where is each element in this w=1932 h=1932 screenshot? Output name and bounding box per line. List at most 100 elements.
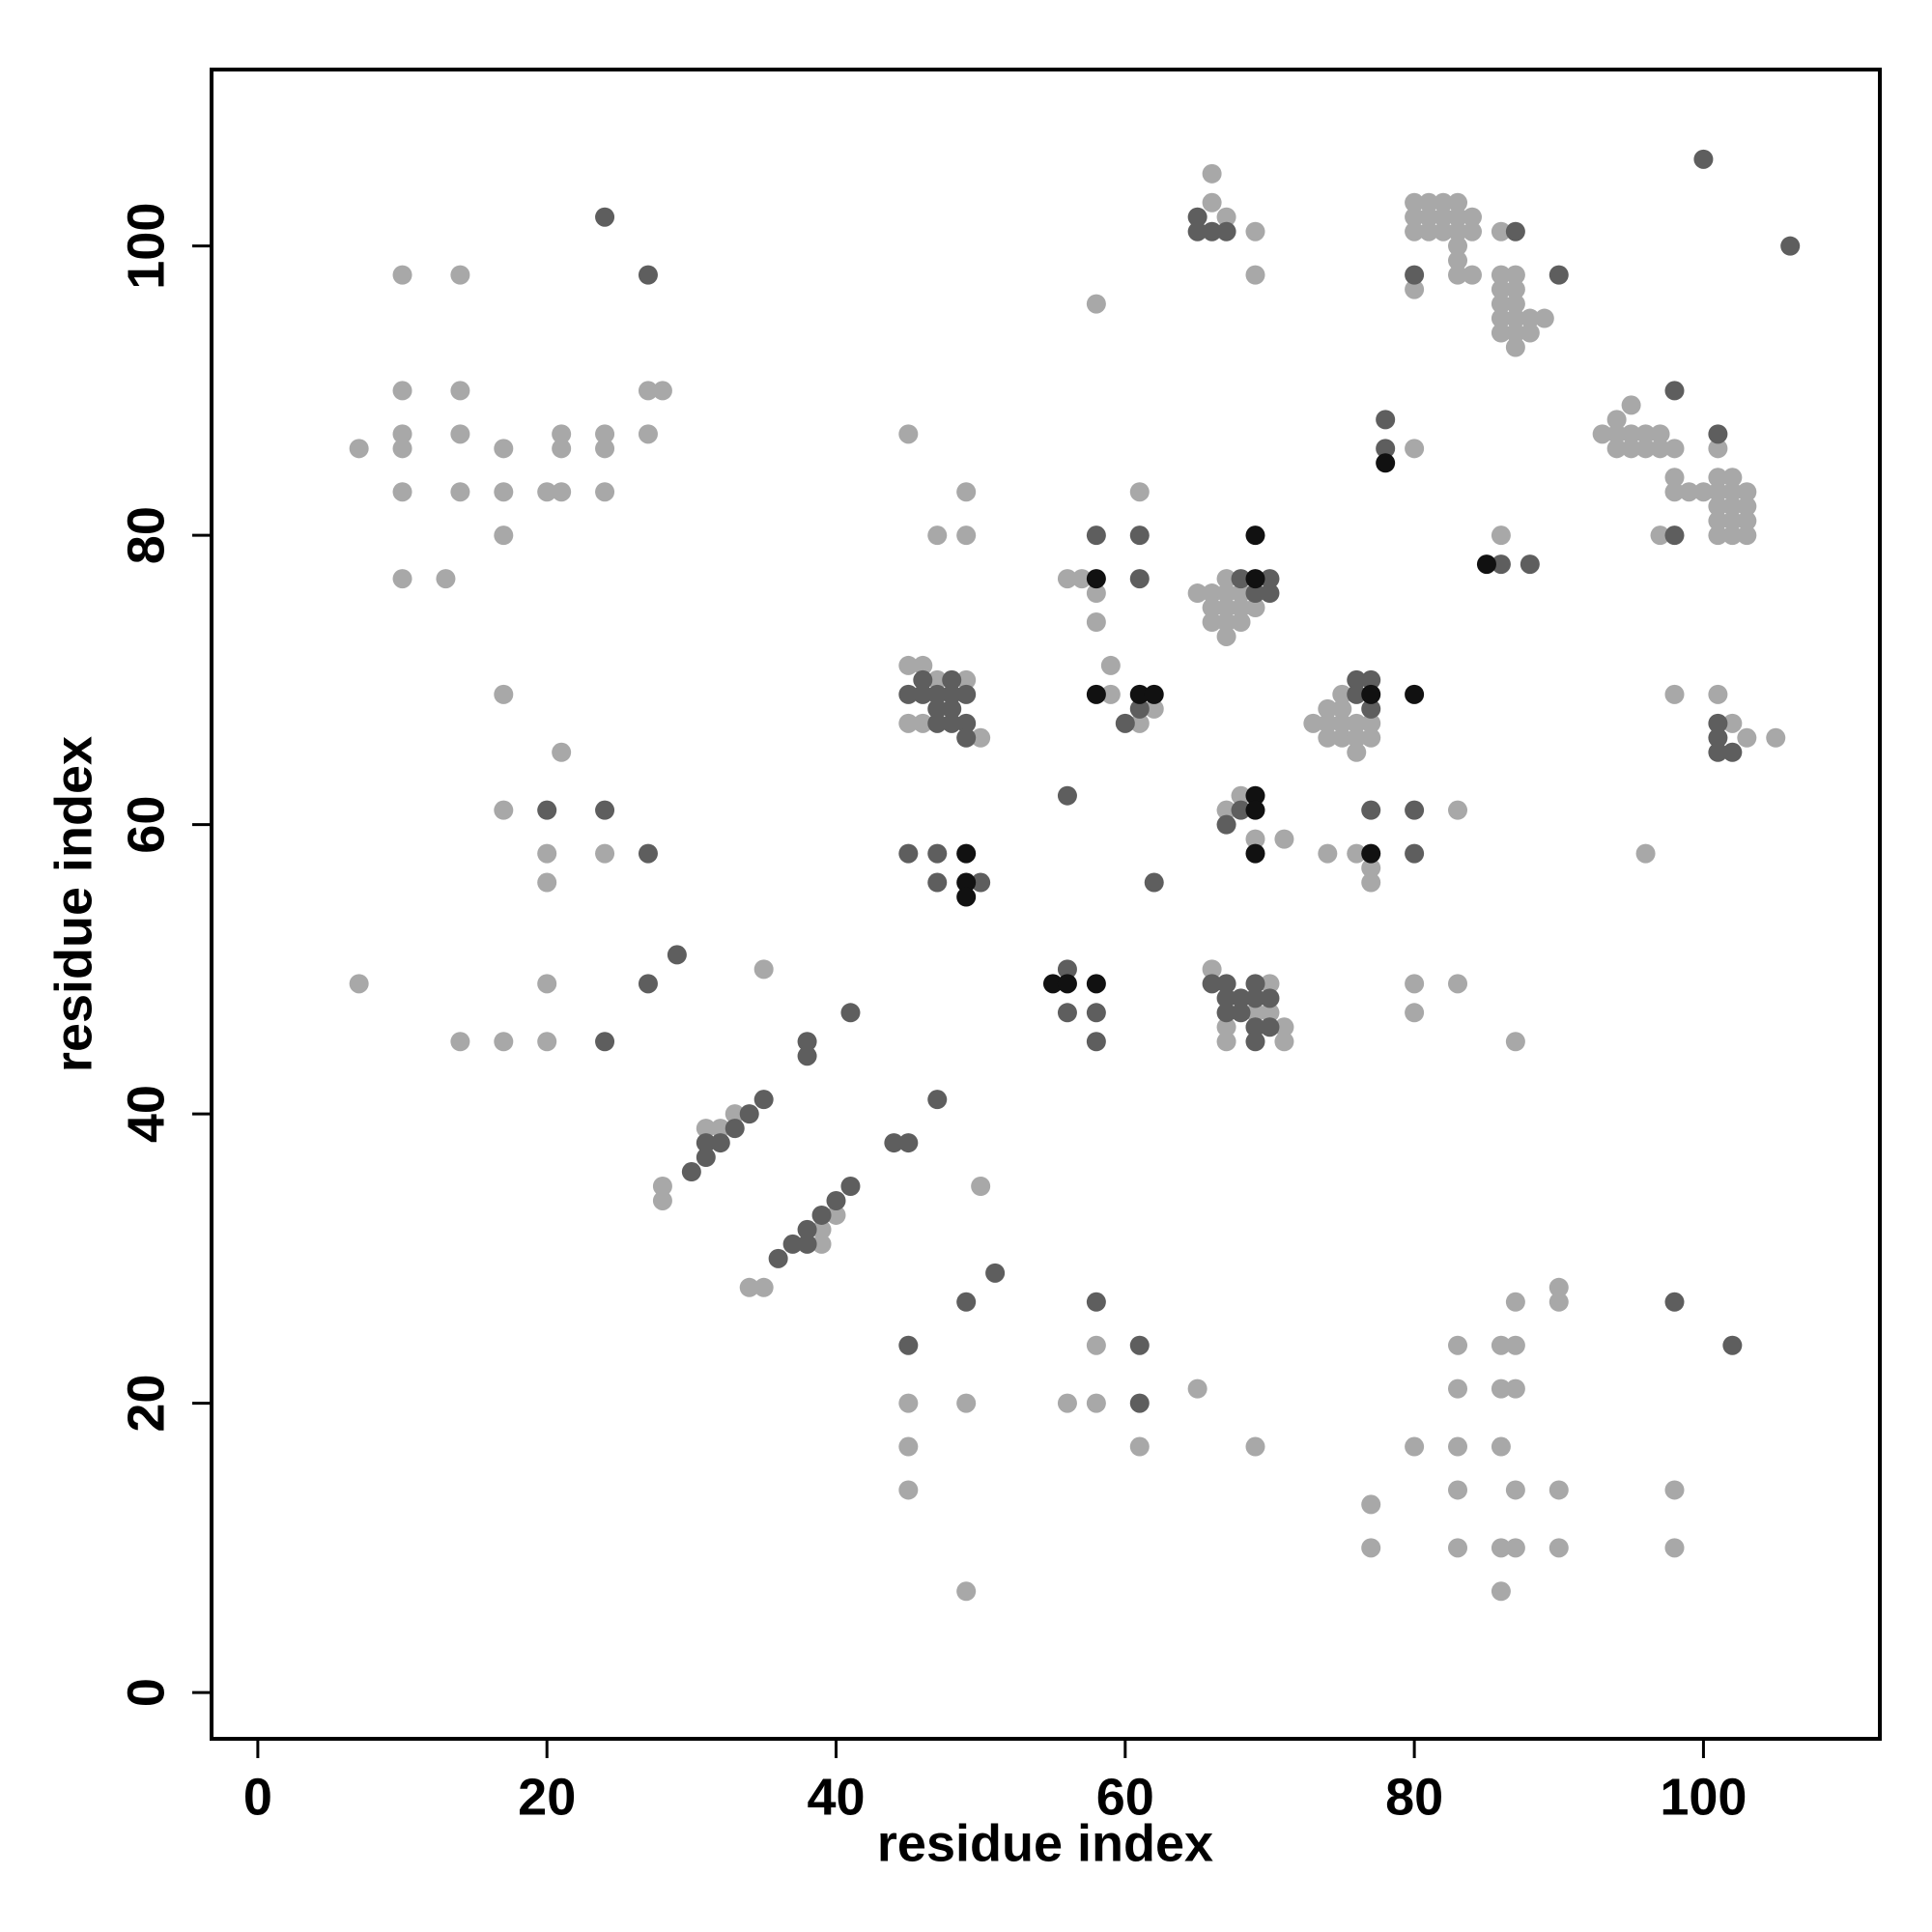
scatter-point	[1376, 410, 1396, 430]
scatter-point	[1491, 323, 1511, 343]
scatter-point	[956, 887, 977, 907]
scatter-point	[1260, 1003, 1280, 1023]
scatter-point	[811, 1219, 832, 1239]
scatter-point	[450, 1032, 470, 1052]
scatter-point	[1505, 221, 1525, 242]
scatter-point	[898, 684, 919, 704]
scatter-point	[753, 1277, 774, 1297]
scatter-point	[1491, 221, 1511, 242]
scatter-point	[1057, 569, 1077, 589]
scatter-point	[1448, 1335, 1468, 1355]
scatter-point	[1708, 742, 1728, 762]
scatter-point	[1606, 410, 1627, 430]
scatter-point	[1505, 1032, 1525, 1052]
y-tick-label: 60	[117, 796, 175, 854]
scatter-point	[797, 1046, 817, 1066]
scatter-point	[595, 800, 615, 820]
scatter-point	[811, 1205, 832, 1225]
scatter-point	[1664, 468, 1685, 488]
scatter-point	[1086, 294, 1106, 314]
scatter-point	[1274, 1017, 1294, 1037]
scatter-point	[1434, 207, 1454, 227]
scatter-point	[1448, 236, 1468, 256]
scatter-point	[1405, 974, 1425, 994]
scatter-point	[956, 713, 977, 733]
scatter-point	[956, 727, 977, 748]
scatter-point	[739, 1104, 759, 1124]
scatter-point	[1708, 727, 1728, 748]
scatter-point	[1448, 1436, 1468, 1457]
scatter-point	[1202, 163, 1222, 184]
scatter-point	[1347, 742, 1367, 762]
scatter-point	[1491, 1378, 1511, 1399]
scatter-point	[1216, 626, 1236, 646]
scatter-point	[1476, 554, 1496, 575]
scatter-point	[1216, 814, 1236, 835]
scatter-point	[1231, 1003, 1251, 1023]
scatter-point	[1664, 439, 1685, 459]
scatter-point	[1245, 974, 1265, 994]
scatter-point	[1129, 526, 1150, 546]
scatter-point	[724, 1119, 745, 1139]
scatter-point	[450, 265, 470, 285]
scatter-point	[898, 1133, 919, 1153]
scatter-point	[1419, 221, 1439, 242]
scatter-point	[1216, 1017, 1236, 1037]
scatter-point	[1722, 526, 1743, 546]
scatter-point	[1086, 1335, 1106, 1355]
scatter-point	[1722, 468, 1743, 488]
scatter-point	[494, 800, 514, 820]
scatter-point	[1057, 1393, 1077, 1413]
scatter-point	[1361, 858, 1381, 878]
scatter-point	[1057, 1003, 1077, 1023]
scatter-point	[1245, 221, 1265, 242]
scatter-point	[1318, 713, 1338, 733]
scatter-point	[1202, 612, 1222, 633]
scatter-point	[1635, 439, 1656, 459]
scatter-point	[1448, 1480, 1468, 1500]
scatter-point	[739, 1277, 759, 1297]
scatter-point	[1664, 482, 1685, 502]
y-tick-label: 100	[117, 203, 175, 290]
scatter-point	[450, 381, 470, 401]
scatter-point	[1650, 424, 1670, 444]
scatter-point	[1245, 785, 1265, 806]
scatter-point	[1332, 727, 1352, 748]
scatter-point	[1245, 526, 1265, 546]
scatter-point	[1548, 1480, 1569, 1500]
scatter-point	[1129, 1335, 1150, 1355]
scatter-point	[667, 945, 687, 965]
scatter-point	[1129, 569, 1150, 589]
scatter-point	[1737, 482, 1757, 502]
scatter-point	[1086, 1003, 1106, 1023]
scatter-point	[1216, 1032, 1236, 1052]
scatter-point	[1405, 1436, 1425, 1457]
scatter-point	[1245, 1032, 1265, 1052]
scatter-point	[1405, 207, 1425, 227]
scatter-point	[1187, 221, 1208, 242]
scatter-point	[1448, 1538, 1468, 1558]
scatter-point	[971, 872, 991, 893]
scatter-point	[1086, 612, 1106, 633]
scatter-point	[898, 424, 919, 444]
scatter-point	[1042, 974, 1063, 994]
scatter-point	[1231, 583, 1251, 604]
scatter-point	[1303, 713, 1323, 733]
scatter-point	[956, 843, 977, 864]
scatter-point	[1592, 424, 1612, 444]
scatter-point	[1505, 1538, 1525, 1558]
scatter-point	[1332, 698, 1352, 719]
scatter-point	[1332, 713, 1352, 733]
scatter-point	[898, 843, 919, 864]
scatter-point	[1260, 569, 1280, 589]
scatter-point	[595, 207, 615, 227]
scatter-point	[1086, 974, 1106, 994]
scatter-point	[392, 482, 412, 502]
scatter-point	[1621, 439, 1641, 459]
scatter-point	[927, 526, 948, 546]
scatter-point	[392, 569, 412, 589]
x-tick-label: 20	[518, 1768, 576, 1826]
y-tick-label: 20	[117, 1375, 175, 1433]
scatter-point	[1231, 785, 1251, 806]
scatter-point	[1606, 439, 1627, 459]
